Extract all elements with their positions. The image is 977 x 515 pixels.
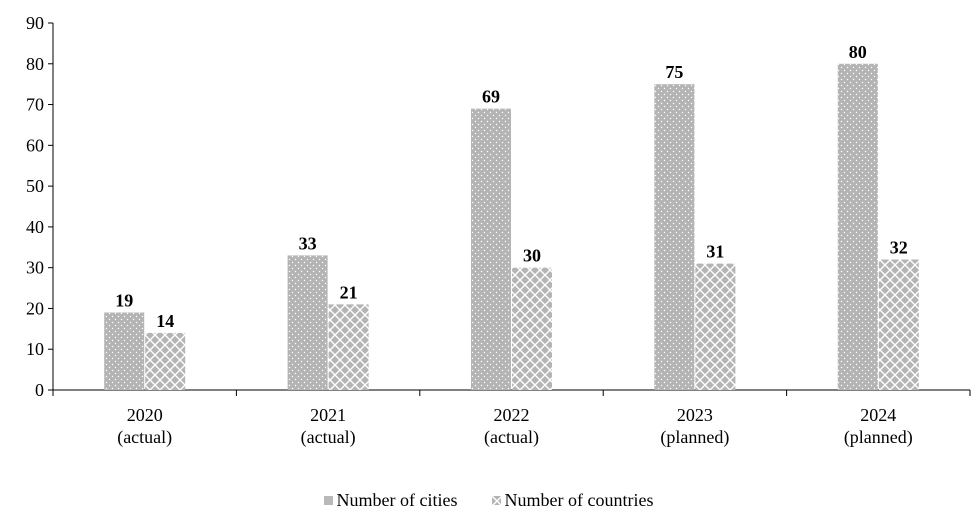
x-category-year: 2023 [677, 405, 713, 425]
legend-label-cities: Number of cities [336, 489, 458, 510]
data-label-cities: 33 [299, 233, 317, 253]
x-category-year: 2020 [127, 405, 163, 425]
data-label-countries: 14 [156, 311, 174, 331]
data-label-countries: 21 [340, 282, 358, 302]
y-tick-label: 60 [26, 135, 44, 155]
y-tick-label: 70 [26, 95, 44, 115]
bar-cities [837, 63, 878, 391]
legend-item-countries: Number of countries [491, 489, 654, 511]
data-label-cities: 19 [115, 291, 133, 311]
legend-swatch-countries [491, 495, 501, 505]
y-tick-label: 50 [26, 176, 44, 196]
x-category-status: (actual) [117, 427, 172, 448]
bar-countries [328, 304, 369, 390]
y-tick-label: 30 [26, 258, 44, 278]
x-category-status: (planned) [844, 427, 913, 448]
legend-label-countries: Number of countries [504, 489, 654, 510]
y-tick-label: 80 [26, 54, 44, 74]
data-label-cities: 69 [482, 87, 500, 107]
x-category-status: (planned) [660, 427, 729, 448]
bar-countries [878, 259, 919, 390]
data-label-countries: 31 [706, 242, 724, 262]
x-category-status: (actual) [484, 427, 539, 448]
x-category-year: 2021 [310, 405, 346, 425]
bar-countries [695, 263, 736, 390]
bar-countries [145, 332, 186, 390]
y-tick-label: 0 [35, 380, 44, 400]
legend-item-cities: Number of cities [323, 489, 458, 511]
bar-cities [654, 84, 695, 391]
legend-swatch-cities [323, 495, 333, 505]
data-label-cities: 80 [849, 42, 867, 62]
x-category-year: 2022 [494, 405, 530, 425]
y-tick-label: 20 [26, 298, 44, 318]
data-label-cities: 75 [665, 62, 683, 82]
bar-cities [287, 255, 328, 390]
y-tick-label: 90 [26, 13, 44, 33]
bar-countries [512, 267, 552, 390]
y-tick-label: 10 [26, 339, 44, 359]
x-category-year: 2024 [860, 405, 896, 425]
data-label-countries: 30 [523, 246, 541, 266]
bar-cities [471, 108, 511, 390]
y-tick-label: 40 [26, 217, 44, 237]
bar-cities [104, 312, 145, 390]
legend: Number of cities Number of countries [0, 488, 977, 512]
data-label-countries: 32 [890, 238, 908, 258]
x-category-status: (actual) [301, 427, 356, 448]
